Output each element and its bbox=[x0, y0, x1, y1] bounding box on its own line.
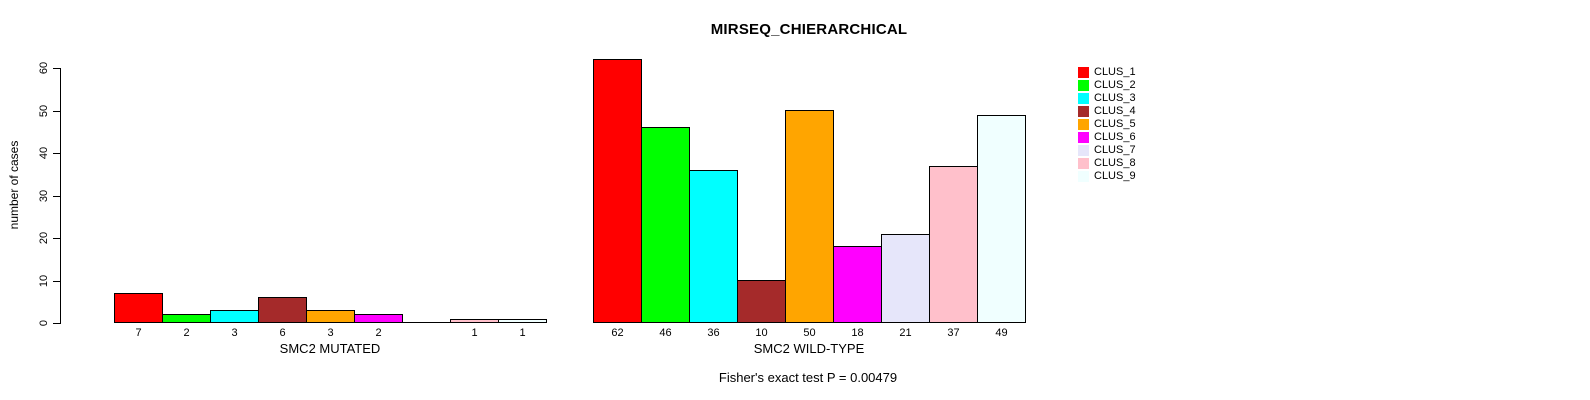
bar-clus_8-group1 bbox=[450, 319, 499, 323]
bar-clus_6-group1 bbox=[354, 314, 403, 323]
legend-label-clus_2: CLUS_2 bbox=[1094, 79, 1136, 91]
legend-label-clus_1: CLUS_1 bbox=[1094, 66, 1136, 78]
legend-color-swatch-clus_1 bbox=[1078, 67, 1089, 78]
legend-color-swatch-clus_6 bbox=[1078, 132, 1089, 143]
bar-value-label: 7 bbox=[135, 327, 142, 339]
bar-value-label: 18 bbox=[851, 327, 864, 339]
y-axis-tick-label: 10 bbox=[38, 274, 50, 288]
legend-color-swatch-clus_8 bbox=[1078, 158, 1089, 169]
bar-clus_6-group2 bbox=[833, 246, 882, 323]
y-axis-title: number of cases bbox=[7, 140, 21, 230]
bar-value-label: 46 bbox=[659, 327, 672, 339]
bar-value-label: 62 bbox=[611, 327, 624, 339]
y-axis-tick-label: 60 bbox=[38, 61, 50, 75]
legend-color-swatch-clus_7 bbox=[1078, 145, 1089, 156]
bar-clus_1-group1 bbox=[114, 293, 163, 323]
legend-color-swatch-clus_3 bbox=[1078, 93, 1089, 104]
bar-clus_4-group2 bbox=[737, 280, 786, 323]
bar-value-label: 2 bbox=[183, 327, 190, 339]
bar-clus_5-group2 bbox=[785, 110, 834, 323]
bar-value-label: 10 bbox=[755, 327, 768, 339]
bar-value-label: 3 bbox=[231, 327, 238, 339]
bar-clus_2-group1 bbox=[162, 314, 211, 323]
chart-title: MIRSEQ_CHIERARCHICAL bbox=[710, 21, 908, 38]
bar-clus_7-group2 bbox=[881, 234, 930, 323]
fisher-test-annotation: Fisher's exact test P = 0.00479 bbox=[718, 370, 898, 385]
group-label-smc2-wild-type: SMC2 WILD-TYPE bbox=[753, 341, 865, 356]
bar-value-label: 50 bbox=[803, 327, 816, 339]
bar-clus_4-group1 bbox=[258, 297, 307, 323]
bar-clus_1-group2 bbox=[593, 59, 642, 323]
legend-color-swatch-clus_5 bbox=[1078, 119, 1089, 130]
y-axis-tick bbox=[53, 323, 61, 324]
group-label-smc2-mutated: SMC2 MUTATED bbox=[279, 341, 381, 356]
bar-value-label: 2 bbox=[375, 327, 382, 339]
legend-color-swatch-clus_2 bbox=[1078, 80, 1089, 91]
bar-value-label: 21 bbox=[899, 327, 912, 339]
legend-label-clus_4: CLUS_4 bbox=[1094, 105, 1136, 117]
bar-clus_7-group1-zero bbox=[402, 322, 451, 323]
y-axis-tick bbox=[53, 281, 61, 282]
bar-clus_5-group1 bbox=[306, 310, 355, 323]
bar-clus_9-group2 bbox=[977, 115, 1026, 323]
legend-label-clus_8: CLUS_8 bbox=[1094, 157, 1136, 169]
bar-clus_3-group2 bbox=[689, 170, 738, 323]
y-axis-tick-label: 0 bbox=[38, 319, 50, 327]
bar-clus_9-group1 bbox=[498, 319, 547, 323]
y-axis-tick-label: 40 bbox=[38, 146, 50, 160]
y-axis-tick bbox=[53, 153, 61, 154]
y-axis-tick-label: 30 bbox=[38, 189, 50, 203]
legend-label-clus_5: CLUS_5 bbox=[1094, 118, 1136, 130]
bar-value-label: 6 bbox=[279, 327, 286, 339]
y-axis-tick bbox=[53, 68, 61, 69]
legend-color-swatch-clus_4 bbox=[1078, 106, 1089, 117]
legend-label-clus_6: CLUS_6 bbox=[1094, 131, 1136, 143]
bar-value-label: 1 bbox=[471, 327, 478, 339]
bar-clus_3-group1 bbox=[210, 310, 259, 323]
bar-clus_8-group2 bbox=[929, 166, 978, 323]
bar-value-label: 1 bbox=[519, 327, 526, 339]
bar-value-label: 36 bbox=[707, 327, 720, 339]
legend-label-clus_3: CLUS_3 bbox=[1094, 92, 1136, 104]
bar-value-label: 3 bbox=[327, 327, 334, 339]
y-axis-tick bbox=[53, 196, 61, 197]
y-axis-tick bbox=[53, 111, 61, 112]
y-axis-tick bbox=[53, 238, 61, 239]
legend-color-swatch-clus_9 bbox=[1078, 171, 1089, 182]
bar-clus_2-group2 bbox=[641, 127, 690, 323]
y-axis-tick-label: 50 bbox=[38, 104, 50, 118]
legend-label-clus_9: CLUS_9 bbox=[1094, 170, 1136, 182]
y-axis-tick-label: 20 bbox=[38, 231, 50, 245]
legend-label-clus_7: CLUS_7 bbox=[1094, 144, 1136, 156]
bar-value-label: 37 bbox=[947, 327, 960, 339]
bar-value-label: 49 bbox=[995, 327, 1008, 339]
